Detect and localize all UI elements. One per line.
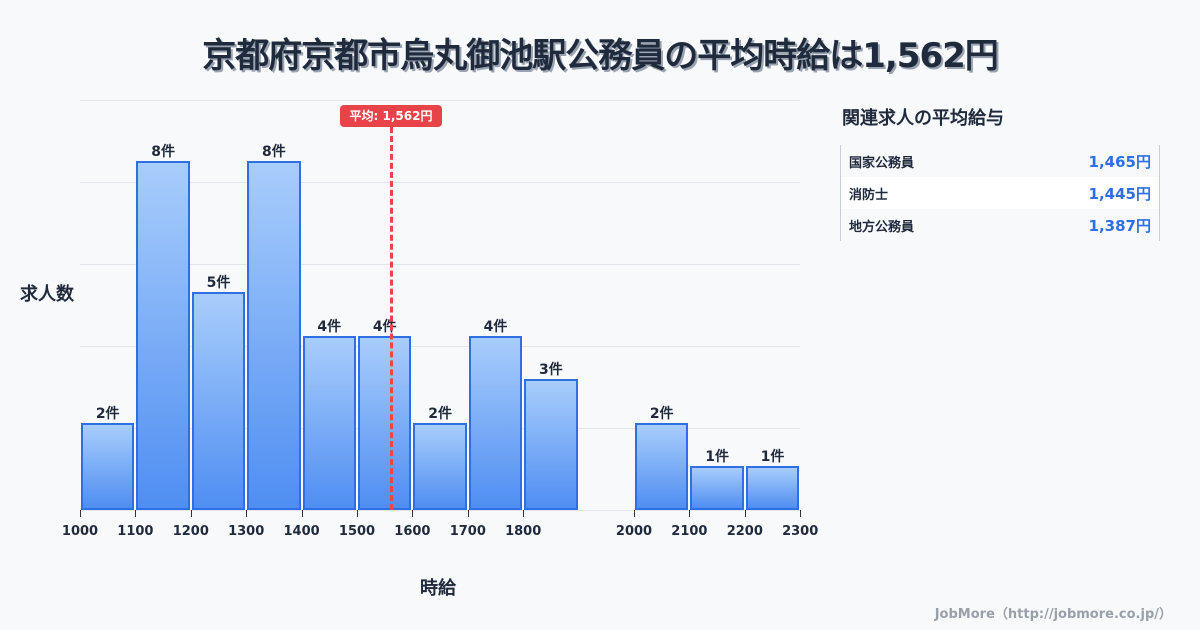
x-tick [800,510,802,517]
page-title: 京都府京都市烏丸御池駅公務員の平均時給は1,562円 [202,36,999,76]
bar-count-label: 2件 [95,405,120,422]
x-tick-label: 1800 [505,524,542,539]
x-tick-label: 1000 [61,524,99,539]
average-line [390,127,393,510]
related-salary-title: 関連求人の平均給与 [842,108,1004,129]
average-badge: 平均: 1,562円 [340,105,442,127]
job-name: 消防士 [849,187,889,203]
bar-count-label: 2件 [428,405,452,422]
x-tick-label: 1300 [228,524,265,539]
bar-count-label: 1件 [705,449,729,466]
y-axis-label: 求人数 [20,284,74,305]
x-tick-label: 2100 [671,524,708,539]
related-row: 地方公務員 1,387円 [841,209,1159,241]
bar-count-label: 4件 [483,318,508,335]
bar-count-label: 1件 [760,449,785,466]
x-tick [246,510,248,517]
histogram-bar [524,379,578,510]
x-tick [135,510,137,517]
bar-count-label: 5件 [206,275,231,291]
job-name: 国家公務員 [849,155,915,171]
bar-count-label: 2件 [649,405,674,422]
bar-count-label: 3件 [539,362,563,379]
x-tick-label: 2200 [726,524,763,539]
related-row: 国家公務員 1,465円 [841,145,1159,177]
x-tick-label: 2000 [615,524,653,539]
x-tick [523,510,525,517]
x-tick [744,510,746,517]
histogram-chart: 2件 8件 5件 8件 4件 4件 2件 4件 3件 2件 1件 1件 1000 1100 1200 1300… [61,100,818,539]
x-tick-label: 1500 [338,524,376,539]
job-salary: 1,387円 [1088,216,1151,235]
x-tick [634,510,635,517]
gridline [80,182,800,183]
histogram-bar [302,335,356,510]
histogram-bar [81,422,135,510]
bar-count-label: 8件 [262,144,286,161]
x-tick-label: 1600 [394,524,431,539]
gridline [80,346,800,347]
x-tick-label: 1700 [449,524,486,539]
footer-credit: JobMore（http://jobmore.co.jp/） [934,607,1172,622]
x-tick-label: 2300 [782,524,819,539]
job-name: 地方公務員 [849,219,915,235]
histogram-bar [468,335,523,510]
bar-count-label: 8件 [151,144,175,161]
x-tick [190,510,192,517]
x-tick [689,510,691,517]
histogram-bar [635,422,689,510]
x-tick [80,510,81,517]
histogram-bar [358,335,412,510]
x-tick [357,510,358,517]
gridline [80,100,800,101]
related-salary-table: 国家公務員 1,465円 消防士 1,445円 地方公務員 1,387円 [840,145,1160,241]
gridline [80,264,800,265]
histogram-bar [745,466,800,510]
x-tick [412,510,414,517]
x-tick-label: 1400 [283,524,320,539]
x-tick [301,510,303,517]
histogram-bar [191,292,246,510]
job-salary: 1,445円 [1088,184,1151,203]
histogram-bar [413,422,467,510]
histogram-bar [136,161,190,510]
gridline [80,510,800,511]
x-tick-label: 1100 [117,524,154,539]
job-salary: 1,465円 [1088,152,1151,171]
bar-count-label: 4件 [317,318,342,335]
histogram-bar [690,466,744,510]
bar-count-label: 4件 [372,318,397,335]
related-row: 消防士 1,445円 [841,177,1159,209]
histogram-bar [247,161,301,510]
x-tick-label: 1200 [172,524,209,539]
x-tick [467,510,469,517]
x-axis-label: 時給 [420,578,456,599]
